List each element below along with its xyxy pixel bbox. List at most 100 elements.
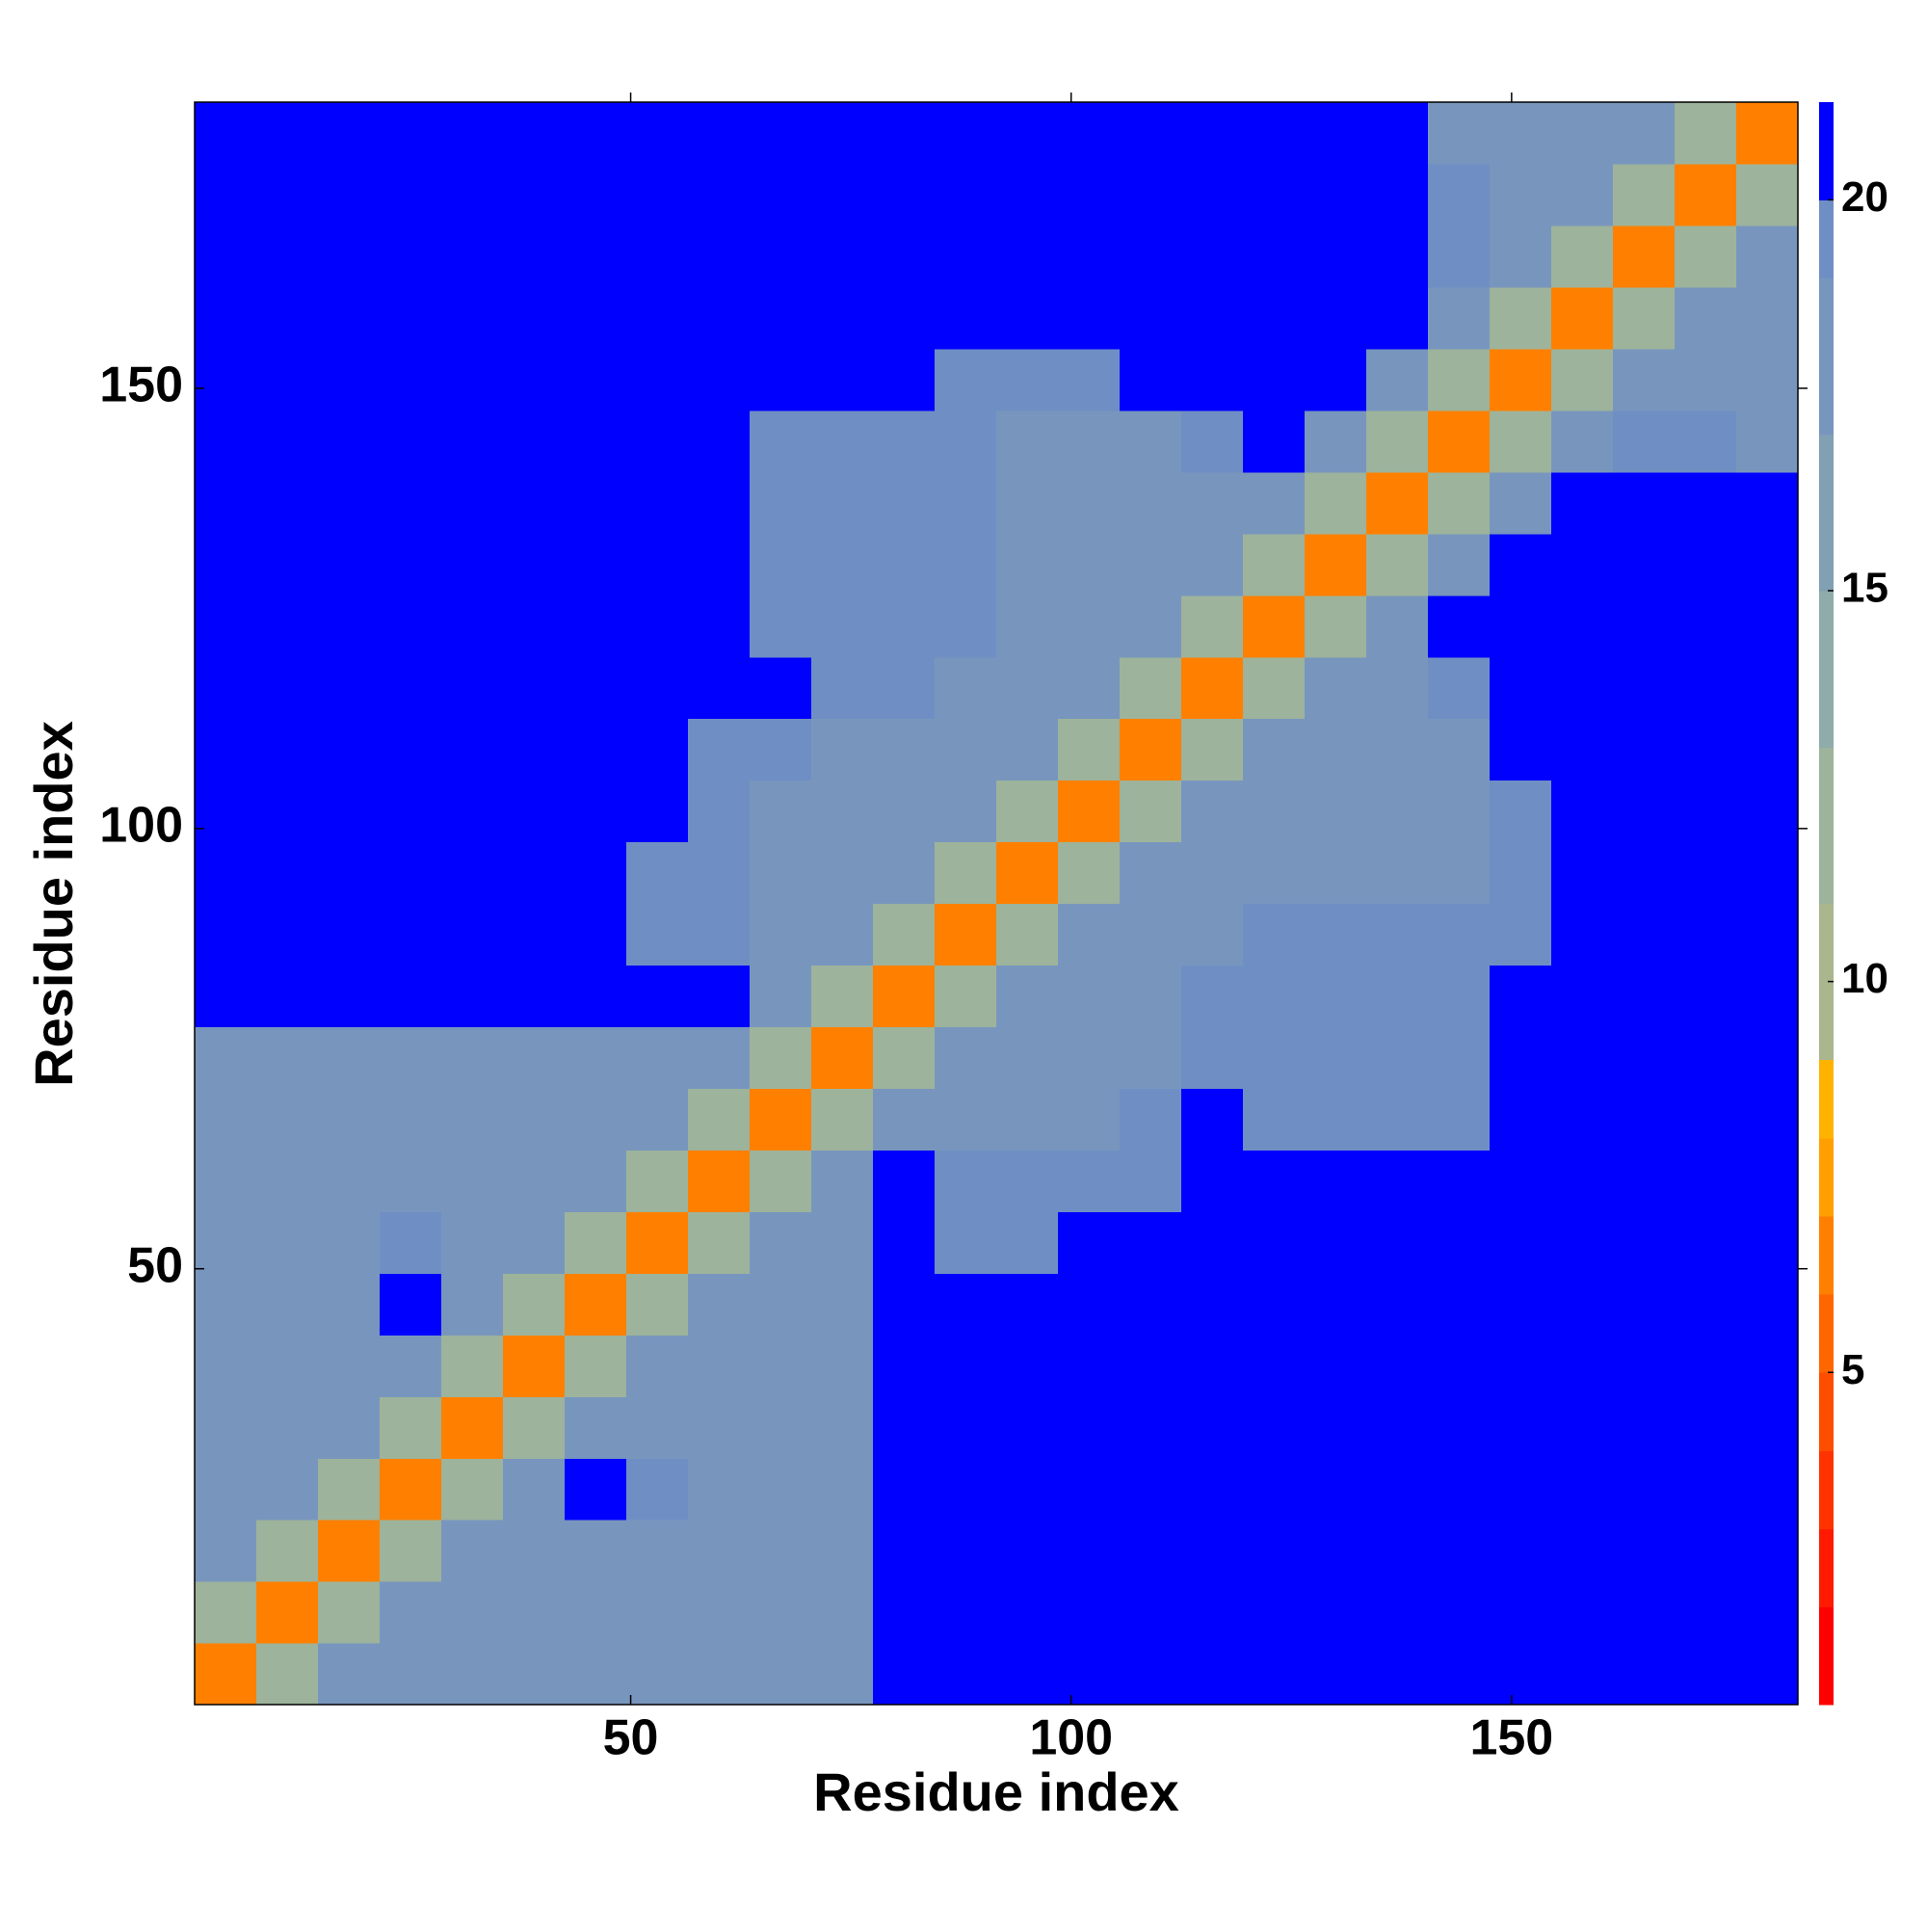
heatmap-cell — [1675, 163, 1737, 226]
heatmap-cell — [688, 780, 751, 843]
heatmap-cell — [1736, 1643, 1799, 1706]
heatmap-cell — [1551, 1026, 1614, 1089]
heatmap-cell — [318, 533, 381, 596]
heatmap-cell — [935, 780, 997, 843]
heatmap-cell — [565, 410, 627, 473]
heatmap-cell — [441, 1088, 504, 1151]
heatmap-cell — [1551, 1396, 1614, 1459]
heatmap-cell — [1366, 718, 1429, 781]
heatmap-cell — [1613, 965, 1676, 1028]
heatmap-cell — [1613, 102, 1676, 165]
heatmap-cell — [503, 1211, 566, 1274]
heatmap-cell — [195, 841, 257, 905]
colorbar-tick-label: 15 — [1841, 565, 1888, 612]
heatmap-cell — [1243, 1273, 1306, 1336]
heatmap-cell — [935, 1335, 997, 1397]
heatmap-cell — [1305, 903, 1367, 966]
colorbar-segment — [1819, 1215, 1834, 1295]
heatmap-cell — [1243, 163, 1306, 226]
heatmap-cell — [688, 1211, 751, 1274]
heatmap-cell — [1120, 841, 1182, 905]
heatmap-cell — [1181, 841, 1244, 905]
heatmap-cell — [1551, 780, 1614, 843]
heatmap-cell — [626, 1273, 689, 1336]
heatmap-cell — [1181, 348, 1244, 411]
heatmap-cell — [1428, 1396, 1491, 1459]
heatmap-cell — [195, 1643, 257, 1706]
heatmap-cell — [688, 1150, 751, 1212]
heatmap-cell — [1058, 656, 1121, 720]
heatmap-cell — [1120, 1335, 1182, 1397]
heatmap-cell — [996, 780, 1059, 843]
heatmap-cell — [1428, 718, 1491, 781]
heatmap-cell — [996, 533, 1059, 596]
heatmap-cell — [1305, 780, 1367, 843]
heatmap-cell — [1243, 841, 1306, 905]
heatmap-cell — [935, 1273, 997, 1336]
heatmap-cell — [1613, 1273, 1676, 1336]
heatmap-cell — [1243, 1581, 1306, 1644]
heatmap-cell — [996, 656, 1059, 720]
heatmap-cell — [873, 780, 936, 843]
heatmap-cell — [1428, 102, 1491, 165]
heatmap-cell — [873, 656, 936, 720]
heatmap-cell — [1305, 1026, 1367, 1089]
heatmap-cell — [996, 471, 1059, 535]
heatmap-cell — [256, 780, 319, 843]
heatmap-cell — [318, 348, 381, 411]
heatmap-cell — [1613, 1643, 1676, 1706]
heatmap-cell — [1551, 1458, 1614, 1521]
heatmap-cell — [503, 1458, 566, 1521]
heatmap-cell — [1058, 1211, 1121, 1274]
heatmap-cell — [380, 348, 442, 411]
heatmap-cell — [1181, 102, 1244, 165]
heatmap-cell — [1120, 1026, 1182, 1089]
heatmap-cell — [1490, 410, 1552, 473]
heatmap-cell — [1120, 471, 1182, 535]
heatmap-cell — [688, 1273, 751, 1336]
heatmap-cell — [750, 595, 812, 658]
heatmap-cell — [1613, 471, 1676, 535]
heatmap-cell — [935, 1643, 997, 1706]
colorbar-segment — [1819, 1450, 1834, 1529]
heatmap-cell — [195, 595, 257, 658]
heatmap-cell — [195, 1335, 257, 1397]
heatmap-cell — [1305, 410, 1367, 473]
y-tick-label: 50 — [127, 1237, 183, 1293]
heatmap-cell — [565, 1520, 627, 1582]
heatmap-cell — [318, 1150, 381, 1212]
heatmap-cell — [750, 471, 812, 535]
heatmap-cell — [441, 1150, 504, 1212]
heatmap-cell — [1058, 841, 1121, 905]
heatmap-cell — [1058, 595, 1121, 658]
heatmap-cell — [1551, 1211, 1614, 1274]
heatmap-cell — [1058, 348, 1121, 411]
heatmap-cell — [1058, 1335, 1121, 1397]
heatmap-cell — [380, 1026, 442, 1089]
colorbar-segment — [1819, 434, 1834, 592]
heatmap-cell — [1058, 163, 1121, 226]
heatmap-cell — [811, 410, 874, 473]
heatmap-cell — [380, 841, 442, 905]
heatmap-cell — [750, 1396, 812, 1459]
heatmap-cell — [503, 1026, 566, 1089]
heatmap-cell — [1305, 225, 1367, 288]
heatmap-cell — [503, 471, 566, 535]
heatmap-cell — [688, 348, 751, 411]
heatmap-cell — [441, 780, 504, 843]
heatmap-cell — [1551, 965, 1614, 1028]
heatmap-cell — [1428, 1458, 1491, 1521]
heatmap-cell — [996, 1088, 1059, 1151]
heatmap-cell — [565, 1458, 627, 1521]
heatmap-cell — [1428, 1273, 1491, 1336]
heatmap-cell — [811, 1026, 874, 1089]
heatmap-cell — [1243, 1088, 1306, 1151]
heatmap-cell — [1675, 225, 1737, 288]
heatmap-cell — [318, 780, 381, 843]
heatmap-cell — [688, 1458, 751, 1521]
heatmap-cell — [441, 595, 504, 658]
heatmap-cell — [1551, 903, 1614, 966]
heatmap-cell — [1366, 903, 1429, 966]
heatmap-cell — [1058, 1026, 1121, 1089]
